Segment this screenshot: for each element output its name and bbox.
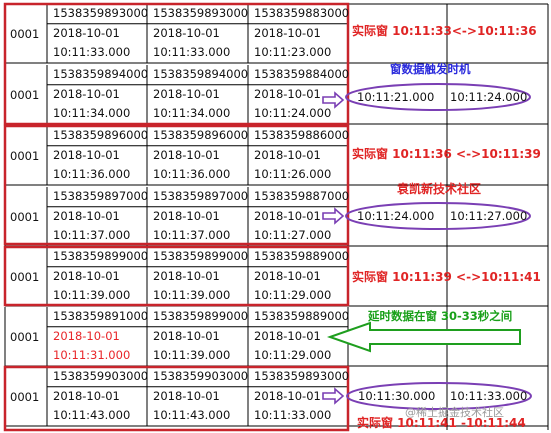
range-ellipse-2 [345,202,531,230]
timestamp-ms-cell: 1538359899000 [53,249,149,263]
date-cell: 2018-10-01 [254,86,321,101]
time-cell: 10:11:26.000 [254,167,332,182]
time-cell: 10:11:33.000 [153,45,231,60]
date-cell: 2018-10-01 [153,268,220,283]
range2-start: 10:11:24.000 [357,209,435,223]
timestamp-ms-cell: 1538359894000 [53,67,149,81]
arrow-right-icon [322,91,345,109]
trigger-timing-label: 窗数据触发时机 [390,62,471,76]
time-cell: 10:11:43.000 [153,408,231,423]
trigger-range-ellipse [345,83,531,111]
row-id: 0001 [10,329,40,344]
timestamp-ms-cell: 1538359887000 [254,189,350,203]
time-cell: 10:11:37.000 [153,228,231,243]
date-cell: 2018-10-01 [53,268,120,283]
date-cell: 2018-10-01 [53,25,120,40]
range3-end: 10:11:33.000 [450,389,528,403]
date-cell: 2018-10-01 [254,208,321,223]
timestamp-ms-cell: 1538359903000 [53,369,149,383]
window-box-3 [3,245,350,307]
time-cell: 10:11:37.000 [53,228,131,243]
timestamp-ms-cell: 1538359894000 [153,67,249,81]
date-cell: 2018-10-01 [153,328,220,343]
date-cell: 2018-10-01 [254,388,321,403]
date-cell: 2018-10-01 [153,208,220,223]
date-cell: 2018-10-01 [254,147,321,162]
time-cell: 10:11:36.000 [153,167,231,182]
community-label: 袁凯新技术社区 [397,182,482,196]
date-cell: 2018-10-01 [254,25,321,40]
window-label-3: 实际窗 10:11:39 <->10:11:41 [352,270,541,284]
row-id: 0001 [10,389,40,404]
row-id: 0001 [10,26,40,41]
timestamp-ms-cell: 1538359897000 [153,189,249,203]
timestamp-ms-cell: 1538359903000 [153,369,249,383]
time-cell: 10:11:33.000 [254,408,332,423]
time-cell: 10:11:39.000 [153,348,231,363]
timestamp-ms-cell: 1538359886000 [254,128,350,142]
timestamp-ms-cell: 1538359896000 [53,128,149,142]
range1-start: 10:11:21.000 [357,90,435,104]
time-cell: 10:11:24.000 [254,106,332,121]
range-ellipse-3 [346,382,532,410]
range2-end: 10:11:27.000 [450,209,528,223]
window-label-2: 实际窗 10:11:36 <->10:11:39 [352,147,541,161]
date-cell: 2018-10-01 [254,268,321,283]
time-cell: 10:11:36.000 [53,167,131,182]
date-cell: 2018-10-01 [153,25,220,40]
timestamp-ms-cell: 1538359897000 [53,189,149,203]
time-cell: 10:11:31.000 [53,348,131,363]
time-cell: 10:11:27.000 [254,228,332,243]
time-cell: 10:11:43.000 [53,408,131,423]
date-cell: 2018-10-01 [53,147,120,162]
late-data-label: 延时数据在窗 30-33秒之间 [368,309,513,323]
time-cell: 10:11:33.000 [53,45,131,60]
time-cell: 10:11:39.000 [53,288,131,303]
time-cell: 10:11:23.000 [254,45,332,60]
row-id: 0001 [10,269,40,284]
time-cell: 10:11:34.000 [153,106,231,121]
timestamp-ms-cell: 1538359899000 [153,249,249,263]
time-cell: 10:11:29.000 [254,348,332,363]
window-label-4: 实际窗 10:11:41 -10:11:44 [357,416,526,430]
window-box-1 [3,2,350,126]
date-cell: 2018-10-01 [153,147,220,162]
timestamp-ms-cell: 1538359884000 [254,67,350,81]
range3-start: 10:11:30.000 [358,389,436,403]
time-cell: 10:11:39.000 [153,288,231,303]
time-cell: 10:11:29.000 [254,288,332,303]
timestamp-ms-cell: 1538359893000 [254,369,350,383]
date-cell: 2018-10-01 [153,388,220,403]
late-data-arrow-icon [326,321,521,353]
date-cell: 2018-10-01 [53,208,120,223]
date-cell: 2018-10-01 [53,86,120,101]
row-id: 0001 [10,87,40,102]
arrow-right-icon [322,387,345,405]
date-cell: 2018-10-01 [53,328,120,343]
timestamp-ms-cell: 1538359883000 [254,6,350,20]
range1-end: 10:11:24.000 [450,90,528,104]
window-label-1: 实际窗 10:11:33<->10:11:36 [352,24,537,38]
date-cell: 2018-10-01 [53,388,120,403]
timestamp-ms-cell: 1538359891000 [53,309,149,323]
timestamp-ms-cell: 1538359893000 [53,6,149,20]
row-id: 0001 [10,148,40,163]
timestamp-ms-cell: 1538359896000 [153,128,249,142]
timestamp-ms-cell: 1538359893000 [153,6,249,20]
window-box-2 [3,124,350,246]
watermark: @稀土掘金技术社区 [405,406,504,419]
date-cell: 2018-10-01 [153,86,220,101]
row-id: 0001 [10,209,40,224]
time-cell: 10:11:34.000 [53,106,131,121]
arrow-right-icon [322,207,345,225]
date-cell: 2018-10-01 [254,328,321,343]
timestamp-ms-cell: 1538359889000 [254,249,350,263]
timestamp-ms-cell: 1538359899000 [153,309,249,323]
timestamp-ms-cell: 1538359889000 [254,309,350,323]
